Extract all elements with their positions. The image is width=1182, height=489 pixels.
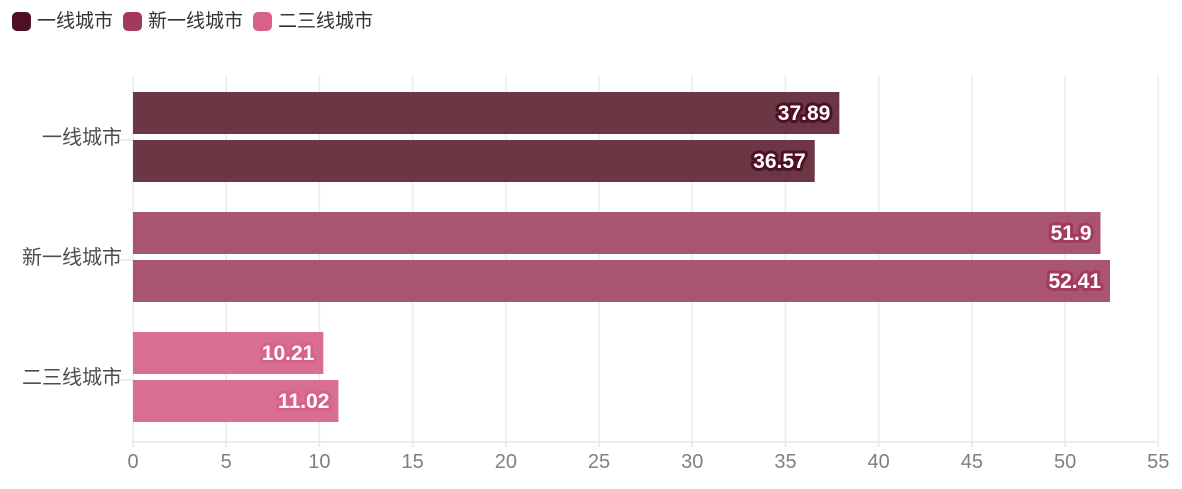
x-tick-label-20: 20 xyxy=(495,451,517,473)
legend-label-new-tier1: 新一线城市 xyxy=(148,11,244,32)
bar-一线城市-top-bar xyxy=(133,92,840,134)
x-tick-label-50: 50 xyxy=(1054,451,1076,473)
x-tick-label-45: 45 xyxy=(961,451,983,473)
bar-二三线城市-bottom-bar xyxy=(133,380,339,422)
bar-新一线城市-top-bar xyxy=(133,212,1101,254)
bar-一线城市-bottom-bar xyxy=(133,140,815,182)
legend: 一线城市 新一线城市 二三线城市 xyxy=(12,12,373,31)
legend-label-tier23: 二三线城市 xyxy=(278,11,374,32)
y-category-label-0: 一线城市 xyxy=(42,126,122,149)
x-tick-label-55: 55 xyxy=(1147,451,1169,473)
bar-二三线城市-top-bar xyxy=(133,332,324,374)
legend-item-tier23[interactable]: 二三线城市 xyxy=(253,12,373,31)
legend-label-tier1: 一线城市 xyxy=(37,11,114,32)
x-tick-label-35: 35 xyxy=(774,451,796,473)
value-label-二三线城市-top-bar: 10.21 xyxy=(262,342,315,365)
x-tick-label-0: 0 xyxy=(127,451,138,473)
legend-swatch-tier1-icon xyxy=(12,12,31,31)
x-tick-label-5: 5 xyxy=(221,451,232,473)
legend-swatch-tier23-icon xyxy=(253,12,273,31)
y-category-label-2: 二三线城市 xyxy=(22,366,122,389)
value-label-一线城市-bottom-bar: 36.57 xyxy=(753,150,806,173)
bar-新一线城市-bottom-bar xyxy=(133,260,1111,302)
x-tick-label-15: 15 xyxy=(402,451,424,473)
y-category-label-1: 新一线城市 xyxy=(22,246,122,269)
value-label-一线城市-top-bar: 37.89 xyxy=(778,102,831,125)
legend-swatch-new-tier1-icon xyxy=(123,12,143,31)
legend-item-new-tier1[interactable]: 新一线城市 xyxy=(123,12,243,31)
value-label-新一线城市-top-bar: 51.9 xyxy=(1051,222,1092,245)
x-tick-label-10: 10 xyxy=(308,451,330,473)
legend-item-tier1[interactable]: 一线城市 xyxy=(12,12,113,31)
x-tick-label-25: 25 xyxy=(588,451,610,473)
value-label-二三线城市-bottom-bar: 11.02 xyxy=(278,390,329,413)
value-label-新一线城市-bottom-bar: 52.41 xyxy=(1048,270,1101,293)
x-tick-label-40: 40 xyxy=(868,451,890,473)
x-tick-label-30: 30 xyxy=(681,451,703,473)
